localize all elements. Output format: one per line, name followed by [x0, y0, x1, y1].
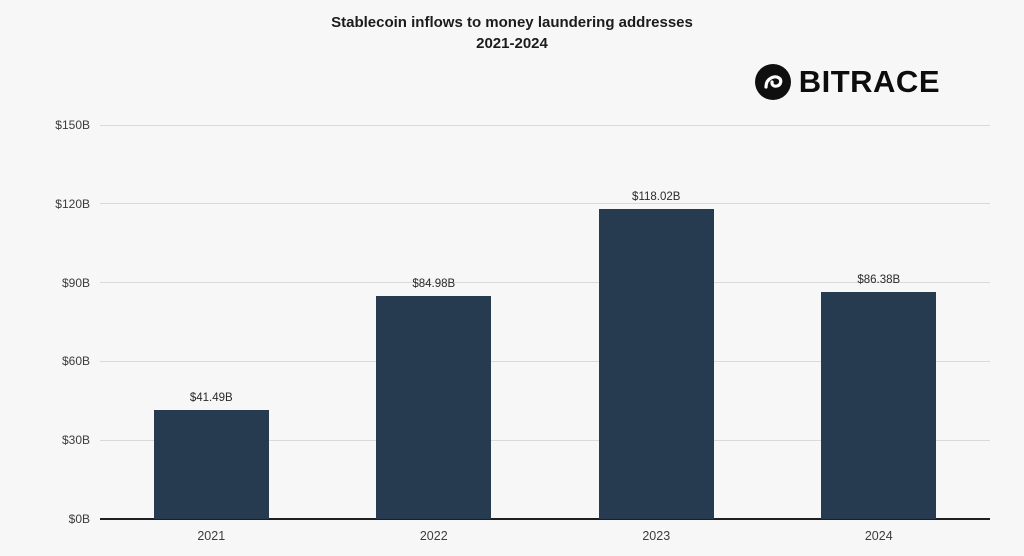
- bitrace-logo: BITRACE: [754, 64, 940, 100]
- y-axis-tick-label: $90B: [61, 275, 90, 290]
- chart-title: Stablecoin inflows to money laundering a…: [0, 12, 1024, 54]
- x-axis-tick-label: 2023: [642, 529, 671, 543]
- gridline: [100, 203, 990, 205]
- bar-2021: [153, 410, 269, 519]
- x-axis-tick-label: 2024: [864, 529, 893, 543]
- gridline: [100, 439, 990, 441]
- bar-value-label: $118.02B: [632, 191, 681, 203]
- x-axis-tick-label: 2022: [419, 529, 448, 543]
- chart-title-line1: Stablecoin inflows to money laundering a…: [331, 14, 693, 31]
- gridline: [100, 360, 990, 362]
- chart-title-line2: 2021-2024: [476, 35, 548, 52]
- y-axis-tick-label: $0B: [68, 512, 90, 526]
- y-axis-tick-label: $30B: [61, 433, 90, 448]
- bar-2024: [821, 292, 937, 519]
- bitrace-logo-text: BITRACE: [798, 64, 940, 99]
- gridline: [100, 282, 990, 284]
- y-axis-tick-label: $150B: [55, 118, 90, 132]
- bar-2022: [376, 295, 492, 519]
- y-axis-tick-label: $60B: [61, 354, 90, 369]
- x-axis-tick-label: 2021: [197, 529, 226, 543]
- gridline: [100, 124, 990, 126]
- x-axis-baseline: [100, 518, 990, 520]
- bar-value-label: $84.98B: [412, 277, 456, 290]
- bar-2023: [598, 209, 714, 519]
- y-axis-tick-label: $120B: [55, 196, 90, 211]
- bar-value-label: $41.49B: [189, 392, 233, 405]
- bar-value-label: $86.38B: [857, 274, 901, 287]
- bitrace-logo-icon: [754, 64, 791, 100]
